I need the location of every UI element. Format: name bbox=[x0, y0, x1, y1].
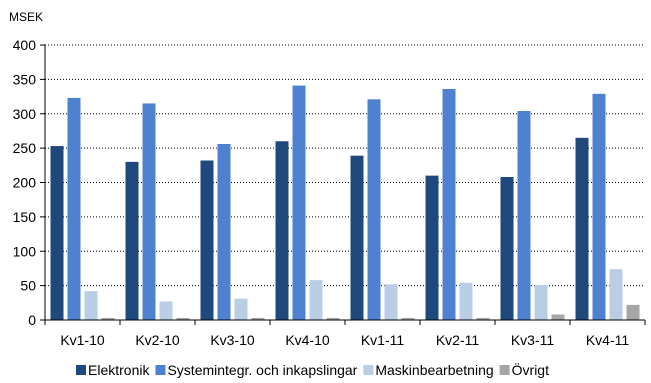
bar-4-8 bbox=[626, 304, 640, 320]
y-tick-label: 300 bbox=[13, 106, 37, 122]
bar-4-1 bbox=[101, 317, 115, 320]
x-axis: Kv1-10 Kv2-10 Kv3-10 Kv4-10 Kv1-11 Kv2-11 Kv3-… bbox=[44, 319, 646, 348]
legend: Elektronik Systemintegr. och inkapslingar… bbox=[76, 361, 549, 378]
legend-label-2: Systemintegr. och inkapslingar bbox=[167, 362, 357, 378]
y-tick-label: 50 bbox=[20, 278, 36, 294]
bar-3-7 bbox=[534, 284, 548, 320]
bar-3-6 bbox=[459, 282, 473, 320]
y-tick-label: 250 bbox=[13, 140, 37, 156]
y-tick-label: 100 bbox=[13, 243, 37, 259]
bar-3-2 bbox=[159, 301, 173, 320]
bar-4-2 bbox=[176, 317, 190, 320]
legend-swatch-1 bbox=[76, 365, 86, 375]
bar-2-2 bbox=[142, 103, 156, 320]
y-tick-label: 400 bbox=[13, 37, 37, 53]
bar-4-6 bbox=[476, 317, 490, 320]
bar-3-3 bbox=[234, 298, 248, 320]
legend-swatch-3 bbox=[363, 365, 374, 375]
x-tick-label: Kv4-10 bbox=[285, 332, 330, 348]
legend-swatch-2 bbox=[155, 365, 166, 375]
bar-2-5 bbox=[367, 99, 381, 320]
bar-1-4 bbox=[275, 141, 289, 320]
unit-label: MSEK bbox=[9, 10, 43, 24]
bar-3-1 bbox=[84, 291, 98, 320]
bar-1-1 bbox=[50, 146, 64, 320]
x-tick-label: Kv2-10 bbox=[135, 332, 180, 348]
bar-1-7 bbox=[500, 177, 514, 320]
y-tick-label: 200 bbox=[13, 175, 37, 191]
x-tick-label: Kv2-11 bbox=[436, 332, 480, 348]
bar-2-1 bbox=[67, 97, 81, 320]
bar-2-6 bbox=[442, 89, 456, 320]
bar-2-7 bbox=[517, 111, 531, 320]
bar-3-5 bbox=[384, 284, 398, 320]
x-tick-label: Kv1-11 bbox=[361, 332, 405, 348]
bar-1-5 bbox=[350, 155, 364, 320]
y-tick-label: 350 bbox=[13, 71, 37, 87]
bar-1-2 bbox=[125, 161, 139, 320]
legend-label-3: Maskinbearbetning bbox=[375, 362, 493, 378]
bar-4-7 bbox=[551, 314, 565, 320]
bar-2-8 bbox=[592, 93, 606, 320]
bar-3-8 bbox=[609, 269, 623, 320]
legend-label-1: Elektronik bbox=[88, 362, 150, 378]
x-tick-label: Kv3-11 bbox=[511, 332, 555, 348]
x-tick-label: Kv4-11 bbox=[586, 332, 630, 348]
y-tick-label: 0 bbox=[28, 312, 36, 328]
bar-1-3 bbox=[200, 160, 214, 320]
bar-1-6 bbox=[425, 175, 439, 320]
x-tick-label: Kv1-10 bbox=[60, 332, 105, 348]
bar-4-3 bbox=[251, 317, 265, 320]
bar-4-5 bbox=[401, 317, 415, 320]
legend-swatch-4 bbox=[499, 365, 510, 375]
bar-2-3 bbox=[217, 144, 231, 320]
bar-1-8 bbox=[575, 137, 589, 320]
x-tick-label: Kv3-10 bbox=[210, 332, 255, 348]
bar-3-4 bbox=[309, 280, 323, 320]
bar-2-4 bbox=[292, 85, 306, 320]
y-axis: 0 50 100 150 200 250 300 350 400 bbox=[13, 37, 46, 328]
legend-label-4: Övrigt bbox=[512, 361, 549, 378]
bar-4-4 bbox=[326, 317, 340, 320]
y-tick-label: 150 bbox=[13, 209, 37, 225]
bars bbox=[50, 85, 640, 320]
